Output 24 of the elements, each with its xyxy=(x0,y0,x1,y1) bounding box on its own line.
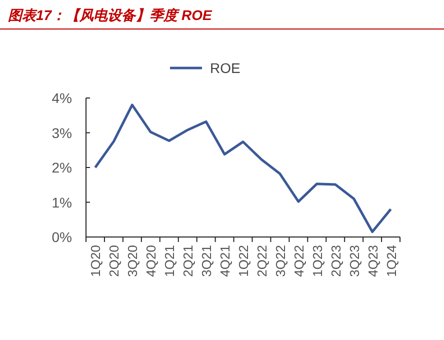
x-tick-label: 1Q20 xyxy=(88,245,104,277)
x-tick-label: 1Q22 xyxy=(236,245,251,277)
x-tick-label: 1Q24 xyxy=(384,245,399,277)
y-tick-label: 2% xyxy=(52,160,72,176)
x-tick-label: 4Q20 xyxy=(144,245,159,277)
y-tick-label: 0% xyxy=(52,229,72,245)
x-tick-label: 4Q21 xyxy=(218,245,233,277)
y-tick-label: 1% xyxy=(52,194,72,210)
x-tick-label: 1Q23 xyxy=(310,245,325,277)
x-tick-label: 3Q21 xyxy=(199,245,214,277)
x-tick-label: 3Q20 xyxy=(125,245,140,277)
title: 图表17：【风电设备】季度 ROE xyxy=(8,7,212,23)
x-tick-label: 2Q20 xyxy=(106,245,122,277)
legend-label: ROE xyxy=(210,60,240,76)
x-tick-label: 3Q22 xyxy=(272,245,288,277)
x-tick-label: 4Q22 xyxy=(291,245,306,277)
x-tick-label: 2Q21 xyxy=(180,245,196,277)
x-tick-label: 2Q22 xyxy=(254,245,270,277)
y-tick-label: 3% xyxy=(52,124,72,141)
x-tick-label: 3Q23 xyxy=(346,245,362,277)
x-tick-label: 4Q23 xyxy=(365,245,380,277)
x-tick-label: 2Q23 xyxy=(328,245,344,277)
x-tick-label: 1Q21 xyxy=(162,245,178,277)
y-tick-label: 4% xyxy=(52,90,72,106)
